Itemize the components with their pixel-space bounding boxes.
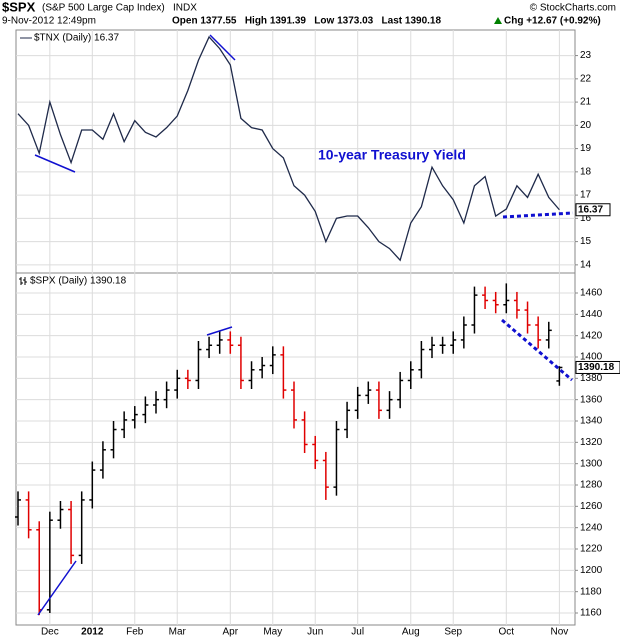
up-arrow [494,17,502,24]
y-tick-label: 1400 [580,352,603,363]
y-tick-label: 16 [580,213,592,224]
x-tick-label: Apr [223,627,239,638]
y-tick-label: 1160 [580,608,602,619]
last-value-tag [575,203,611,217]
y-tick-label: 19 [580,143,592,154]
legend-entry: $SPX (Daily) 1390.18 [30,276,127,287]
y-tick-label: 1460 [580,288,603,299]
last-value-tag [575,360,620,374]
x-tick-label: Sep [444,627,462,638]
y-tick-label: 21 [580,97,592,108]
y-tick-label: 1320 [580,437,603,448]
title: $SPX [2,0,36,14]
y-tick-label: 15 [580,236,592,247]
x-tick-label: Oct [499,627,515,638]
annotation: 10-year Treasury Yield [318,147,466,163]
y-tick-label: 23 [580,50,592,61]
x-tick-label: May [263,627,282,638]
series-line [17,35,560,262]
y-tick-label: 1420 [580,330,603,341]
y-tick-label: 22 [580,73,592,84]
change: Chg +12.67 (+0.92%) [504,16,601,27]
x-tick-label: Jun [307,627,323,638]
x-tick-label: Aug [402,627,420,638]
credit: © StockCharts.com [530,3,616,14]
y-tick-label: 1240 [580,522,603,533]
trend-line [206,326,233,336]
x-tick-label: Dec [41,627,59,638]
y-tick-label: 14 [580,260,592,271]
x-tick-label: Nov [550,627,568,638]
quote: Open 1377.55 High 1391.39 Low 1373.03 La… [172,16,441,27]
grid [16,30,575,625]
y-tick-label: 1380 [580,373,603,384]
y-tick-label: 18 [580,166,592,177]
x-tick-label: Mar [169,627,187,638]
y-tick-label: 1440 [580,309,603,320]
trend-line [37,560,77,616]
y-tick-label: 1260 [580,501,603,512]
y-tick-label: 1220 [580,544,603,555]
trend-line [502,211,574,219]
exchange: INDX [173,3,197,14]
y-tick-label: 20 [580,120,592,131]
trend-line [34,154,76,173]
subtitle: (S&P 500 Large Cap Index) [42,3,165,14]
y-tick-label: 1280 [580,480,603,491]
x-tick-label: Feb [126,627,144,638]
trend-line [501,318,573,382]
legend-swatch [19,277,27,285]
last-value-label: 16.37 [578,204,603,215]
y-tick-label: 1300 [580,458,603,469]
x-tick-label: 2012 [81,627,104,638]
y-tick-label: 1200 [580,565,603,576]
legend-entry: $TNX (Daily) 16.37 [34,33,119,44]
marks [15,35,563,616]
y-tick-label: 1180 [580,586,602,597]
last-value-label: 1390.18 [578,362,615,373]
y-tick-label: 17 [580,190,592,201]
trend-line [209,34,236,61]
x-tick-label: Jul [351,627,364,638]
y-tick-label: 1360 [580,394,603,405]
y-tick-label: 1340 [580,416,603,427]
date: 9-Nov-2012 12:49pm [2,16,96,27]
panel-frame [15,272,576,626]
